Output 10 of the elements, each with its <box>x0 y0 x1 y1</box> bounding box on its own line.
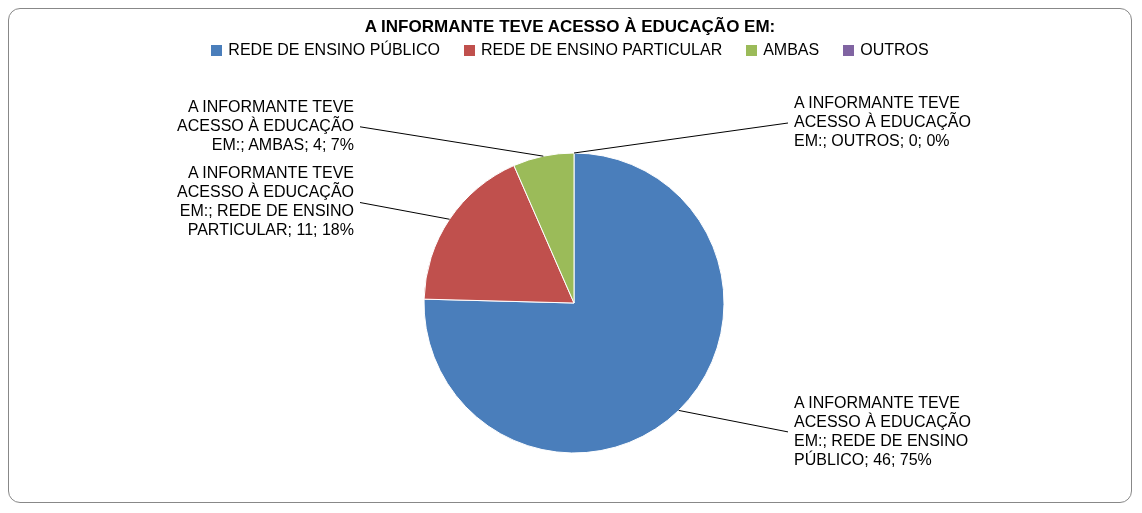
chart-title: A INFORMANTE TEVE ACESSO À EDUCAÇÃO EM: <box>363 17 777 37</box>
data-label: A INFORMANTE TEVE ACESSO À EDUCAÇÃO EM:; REDE DE ENSINO PÚBLICO; 46; 75% <box>794 393 971 468</box>
data-label: A INFORMANTE TEVE ACESSO À EDUCAÇÃO EM:; AMBAS; 4; 7% <box>177 98 354 154</box>
data-label: A INFORMANTE TEVE ACESSO À EDUCAÇÃO EM:; REDE DE ENSINO PARTICULAR; 11; 18% <box>177 164 354 239</box>
legend-label: OUTROS <box>859 41 929 59</box>
pie-slice <box>423 152 725 454</box>
legend-label: REDE DE ENSINO PARTICULAR <box>479 41 723 59</box>
legend-label: AMBAS <box>762 41 820 59</box>
text: A INFORMANTE TEVE ACESSO À EDUCAÇÃO EM:; OUTROS; 0; 0% <box>794 94 971 150</box>
legend-label: REDE DE ENSINO PÚBLICO <box>227 41 440 59</box>
